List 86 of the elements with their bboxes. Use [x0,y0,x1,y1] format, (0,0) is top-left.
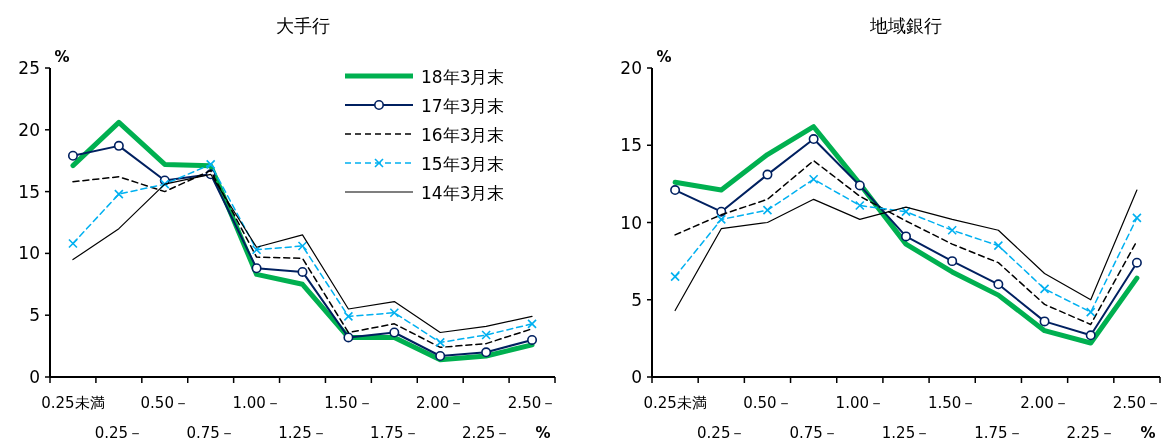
point [1085,307,1096,317]
point [297,266,308,277]
point [901,206,911,217]
point [716,214,727,225]
point [762,205,773,215]
point [993,240,1004,251]
y-tick-label: 0 [29,367,40,387]
chart-title: 大手行 [275,15,330,36]
point [114,189,124,199]
point [854,180,865,191]
chart-title: 地域銀行 [869,15,942,36]
y-tick-label: 5 [29,305,40,326]
point [481,347,492,358]
x-tick-label: 1.50－ [927,394,977,412]
point [1039,316,1050,327]
y-tick-label: 0 [631,367,642,387]
x-tick-label: 2.25－ [461,424,511,442]
x-axis-title: % [535,424,551,442]
x-tick-label: 0.75－ [789,424,838,442]
point [67,150,78,161]
point [901,231,911,242]
y-tick-label: 20 [18,119,40,140]
point [1085,330,1096,341]
point [670,185,681,196]
x-tick-label: 1.50－ [324,394,373,412]
y-tick-label: 10 [18,243,40,264]
point [435,337,446,348]
legend-label: 15年3月末 [421,154,505,174]
x-tick-label: 0.25－ [697,424,746,442]
point [1039,284,1050,294]
point [855,200,865,211]
x-tick-label: 0.50－ [743,394,792,412]
point [68,238,78,249]
point [527,319,537,329]
point [343,332,354,343]
y-tick-label: 20 [620,58,642,78]
x-tick-label: 2.00－ [1020,394,1069,412]
point [527,334,538,345]
x-tick-label: 1.75－ [974,424,1023,442]
point [762,169,773,180]
x-tick-label: 0.25未満 [41,394,105,412]
x-tick-label: 1.25－ [278,424,327,442]
y-axis-title: % [656,48,672,66]
point [1132,213,1142,223]
legend-label: 14年3月末 [421,183,505,203]
y-tick-label: 5 [631,289,642,310]
x-tick-label: 0.50－ [140,394,189,412]
point [251,263,262,274]
point [481,330,491,340]
x-tick-label: 2.50－ [507,394,557,412]
x-axis-title: % [1140,424,1156,442]
x-tick-label: 1.00－ [232,394,281,412]
point [297,241,308,251]
point [159,179,170,189]
legend-label: 16年3月末 [421,125,505,145]
point [993,279,1004,290]
point [113,140,124,151]
point [947,256,958,267]
point [808,174,819,185]
point [947,225,957,236]
y-tick-label: 15 [18,181,40,202]
x-tick-label: 2.25－ [1066,424,1115,442]
point [389,307,400,318]
point [343,311,354,322]
point [389,327,400,338]
point [808,134,819,145]
x-tick-label: 1.25－ [881,424,931,442]
x-tick-label: 0.75－ [186,424,235,442]
x-tick-label: 0.25未満 [643,394,707,412]
point [1131,257,1142,268]
y-tick-label: 25 [18,58,40,78]
legend-label: 18年3月末 [421,67,505,87]
y-tick-label: 10 [620,212,642,233]
y-axis-title: % [54,48,70,66]
point [251,244,262,255]
y-tick-label: 15 [620,135,642,156]
x-tick-label: 0.25－ [94,424,144,442]
x-tick-label: 1.00－ [835,394,885,412]
point [670,271,680,282]
x-tick-label: 1.75－ [370,424,419,442]
legend-label: 17年3月末 [421,96,505,116]
line-series [674,159,1138,326]
point [205,159,216,170]
x-tick-label: 2.00－ [416,394,465,412]
point [435,350,446,361]
x-tick-label: 2.50－ [1112,394,1162,412]
